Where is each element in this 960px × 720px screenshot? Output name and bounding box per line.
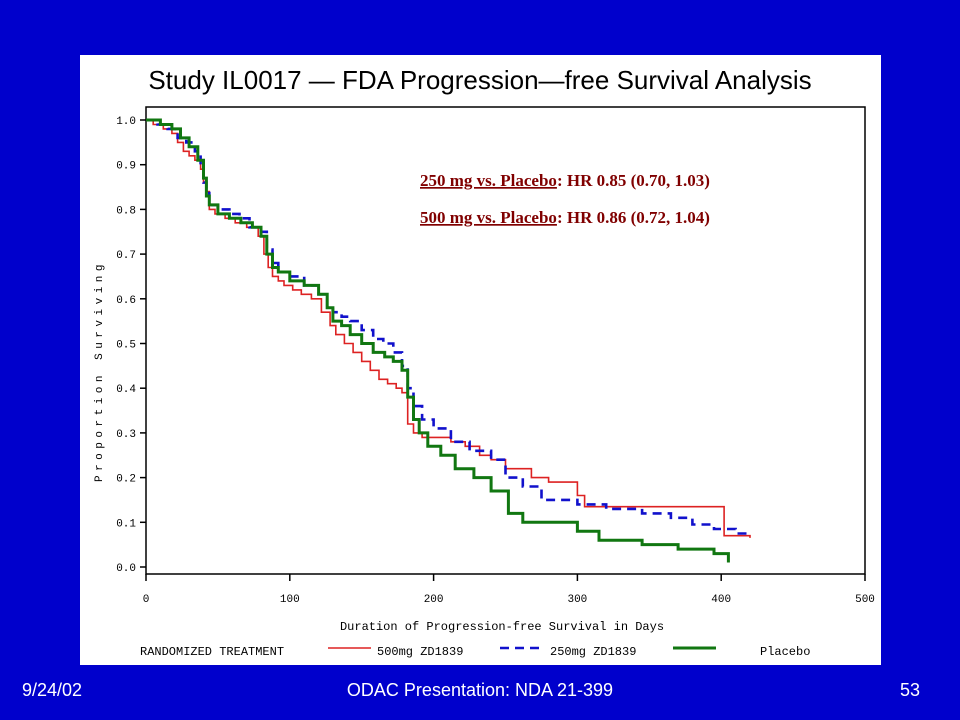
- y-tick-label: 0.8: [116, 205, 136, 217]
- footer-page-number: 53: [899, 680, 920, 700]
- y-axis: 0.0 0.1 0.2 0.3 0.4 0.5 0.6 0.7 0.8 0.9 1.0: [116, 116, 146, 575]
- footer-presentation-title: ODAC Presentation: NDA 21-399: [346, 680, 614, 700]
- y-tick-label: 0.9: [116, 161, 136, 173]
- hr-value: : HR 0.86 (0.72, 1.04): [557, 208, 710, 227]
- y-axis-label: Proportion Surviving: [94, 260, 106, 482]
- chart-panel: Study IL0017 — FDA Progression—free Surv…: [80, 55, 881, 665]
- survival-chart: Study IL0017 — FDA Progression—free Surv…: [94, 65, 875, 659]
- x-axis: 0 100 200 300 400 500: [143, 574, 875, 606]
- chart-title: Study IL0017 — FDA Progression—free Surv…: [148, 65, 811, 95]
- hr-annotations: 250 mg vs. Placebo: HR 0.85 (0.70, 1.03)…: [420, 171, 710, 227]
- hr-annotation: 500 mg vs. Placebo: HR 0.86 (0.72, 1.04): [420, 208, 710, 227]
- hr-annotation: 250 mg vs. Placebo: HR 0.85 (0.70, 1.03): [420, 171, 710, 190]
- y-tick-label: 0.0: [116, 563, 136, 575]
- footer-date: 9/24/02: [22, 680, 83, 700]
- x-tick-label: 0: [143, 594, 150, 606]
- y-tick-label: 0.2: [116, 474, 136, 486]
- y-tick-label: 0.3: [116, 429, 136, 441]
- y-tick-label: 0.1: [116, 518, 136, 530]
- legend: RANDOMIZED TREATMENT 500mg ZD1839 250mg Z…: [140, 645, 810, 659]
- legend-title: RANDOMIZED TREATMENT: [140, 645, 284, 659]
- plot-frame: [145, 106, 866, 575]
- series-layer: [146, 118, 752, 563]
- y-tick-label: 0.4: [116, 384, 136, 396]
- y-tick-label: 0.6: [116, 295, 136, 307]
- hr-value: : HR 0.85 (0.70, 1.03): [557, 171, 710, 190]
- y-tick-label: 0.7: [116, 250, 136, 262]
- x-tick-label: 300: [567, 594, 587, 606]
- x-tick-label: 500: [855, 594, 875, 606]
- x-tick-label: 200: [424, 594, 444, 606]
- x-tick-label: 400: [711, 594, 731, 606]
- y-tick-label: 0.5: [116, 340, 136, 352]
- legend-entry: 250mg ZD1839: [550, 645, 636, 659]
- legend-entry: Placebo: [760, 645, 810, 659]
- x-tick-label: 100: [280, 594, 300, 606]
- series-line-placebo: [146, 118, 730, 563]
- y-tick-label: 1.0: [116, 116, 136, 128]
- x-axis-label: Duration of Progression-free Survival in…: [340, 620, 664, 634]
- hr-comparison-label: 500 mg vs. Placebo: [420, 208, 557, 227]
- legend-entry: 500mg ZD1839: [377, 645, 463, 659]
- hr-comparison-label: 250 mg vs. Placebo: [420, 171, 557, 190]
